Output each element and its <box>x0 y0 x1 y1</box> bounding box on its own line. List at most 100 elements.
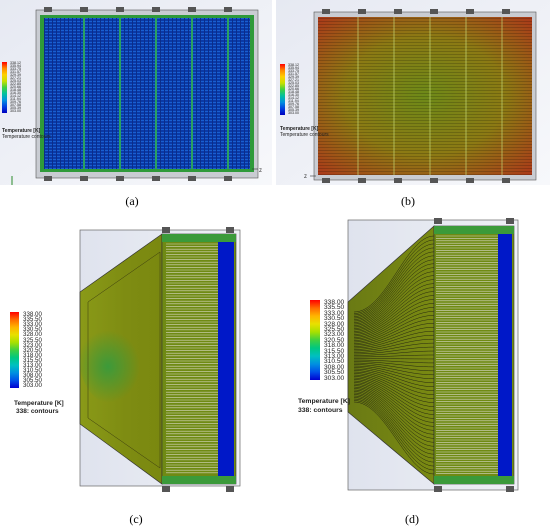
streamline <box>353 239 435 314</box>
streamline <box>353 373 435 399</box>
streamline <box>353 368 435 387</box>
streamline <box>353 287 435 332</box>
streamline <box>353 330 435 349</box>
legend-b-tick: 338.12 <box>288 63 299 67</box>
streamline <box>353 346 435 355</box>
streamline <box>353 400 435 471</box>
streamline <box>353 391 435 447</box>
legend-b-tick: 331.57 <box>288 72 299 76</box>
legend-c-tick: 318.00 <box>23 351 42 359</box>
streamline <box>353 247 435 317</box>
panel-a: z 338.12 335.94 333.75 331.57 329.39 327… <box>0 0 272 185</box>
legend-b-tick: 314.12 <box>288 96 299 100</box>
legend-c-tick: 315.50 <box>23 356 42 364</box>
legend-c-tick: 335.50 <box>23 316 42 324</box>
streamline <box>353 376 435 407</box>
panel-a-canvas: z <box>0 0 272 185</box>
panel-c-bolts <box>162 227 234 492</box>
panel-b-axis-label: z <box>304 174 307 180</box>
panel-d-streamlines <box>353 235 435 475</box>
legend-a-colorbar <box>2 62 7 113</box>
legend-d-tick: 330.50 <box>324 315 345 323</box>
streamline <box>353 259 435 322</box>
legend-c-tick: 338.00 <box>23 311 42 318</box>
legend-b-tick: 335.94 <box>288 66 299 70</box>
legend-c-tick: 328.00 <box>23 331 42 339</box>
streamline <box>353 315 435 343</box>
streamline <box>353 398 435 467</box>
streamline <box>353 303 435 338</box>
streamline <box>353 394 435 455</box>
legend-a-tick: 327.21 <box>10 76 21 80</box>
legend-d-tick: 308.00 <box>324 363 345 371</box>
legend-a-tick: 316.30 <box>10 91 21 95</box>
streamline <box>353 307 435 340</box>
streamline <box>353 362 435 372</box>
legend-d-tick: 310.50 <box>324 358 345 366</box>
streamline <box>353 267 435 325</box>
legend-d-tick: 315.50 <box>324 347 345 355</box>
legend-b-tick: 327.21 <box>288 78 299 82</box>
legend-d-tick: 328.00 <box>324 320 345 328</box>
legend-d-subtitle: 338: contours <box>298 407 343 414</box>
figure-label-b: (b) <box>401 194 415 208</box>
legend-c-colorbar <box>10 312 19 388</box>
streamline <box>353 243 435 316</box>
legend-a-tick: 322.85 <box>10 82 21 86</box>
legend-b-title: Temperature [K] <box>280 126 319 132</box>
panel-a-axis-label: z <box>259 168 262 174</box>
legend-c-tick: 330.50 <box>23 326 42 334</box>
streamline <box>353 386 435 435</box>
streamline <box>353 359 435 364</box>
legend-b-tick: 307.58 <box>288 105 299 109</box>
figure-label-c: (c) <box>129 512 143 526</box>
streamline <box>353 365 435 380</box>
legend-b-tick: 318.48 <box>288 90 299 94</box>
legend-c-tick: 310.50 <box>23 367 42 375</box>
legend-a-tick: 331.57 <box>10 70 21 74</box>
legend-b-tick: 325.03 <box>288 81 299 85</box>
legend-b-tick: 333.75 <box>288 69 299 73</box>
legend-a-tick: 325.03 <box>10 79 21 83</box>
axis-triad-a <box>11 176 13 185</box>
legend-a-tick: 309.76 <box>10 100 21 104</box>
streamline <box>353 392 435 451</box>
legend-b-tick: 305.39 <box>288 108 299 112</box>
streamline <box>353 271 435 326</box>
streamline <box>353 401 435 475</box>
legend-a-tick: 311.94 <box>10 97 21 101</box>
streamline <box>353 383 435 427</box>
legend-a-tick: 314.12 <box>10 94 21 98</box>
streamline <box>353 361 435 368</box>
legend-d-colorbar <box>310 300 320 380</box>
legend-b-tick: 311.94 <box>288 99 299 103</box>
legend-d-title: Temperature [K] <box>298 398 350 405</box>
legend-c-subtitle: 338: contours <box>16 408 59 415</box>
legend-d-tick: 325.50 <box>324 326 345 333</box>
streamline <box>353 251 435 319</box>
streamline <box>353 367 435 383</box>
legend-d-tick: 305.50 <box>324 369 345 377</box>
streamline <box>353 235 435 313</box>
legend-a-tick: 320.66 <box>10 85 21 89</box>
legend-c-tick: 305.50 <box>23 377 42 385</box>
streamline <box>353 279 435 329</box>
streamline <box>353 299 435 337</box>
legend-c-tick: 333.00 <box>23 321 42 329</box>
streamline <box>353 389 435 443</box>
legend-d-tick: 335.50 <box>324 304 345 312</box>
streamline <box>353 388 435 439</box>
panel-c-canvas <box>0 212 276 507</box>
legend-d-tick: 333.00 <box>324 309 345 317</box>
streamline <box>353 354 435 358</box>
legend-d-tick: 318.00 <box>324 342 345 350</box>
legend-c-tick: 303.00 <box>23 382 42 390</box>
streamline <box>353 395 435 459</box>
legend-a-tick: 338.12 <box>10 61 21 65</box>
legend-a-tick: 333.75 <box>10 67 21 71</box>
legend-b-tick: 329.39 <box>288 75 299 79</box>
legend-a-title: Temperature [K] <box>2 128 41 134</box>
legend-c-tick: 323.00 <box>23 341 42 349</box>
streamline <box>353 275 435 328</box>
legend-b-tick: 309.76 <box>288 102 299 106</box>
